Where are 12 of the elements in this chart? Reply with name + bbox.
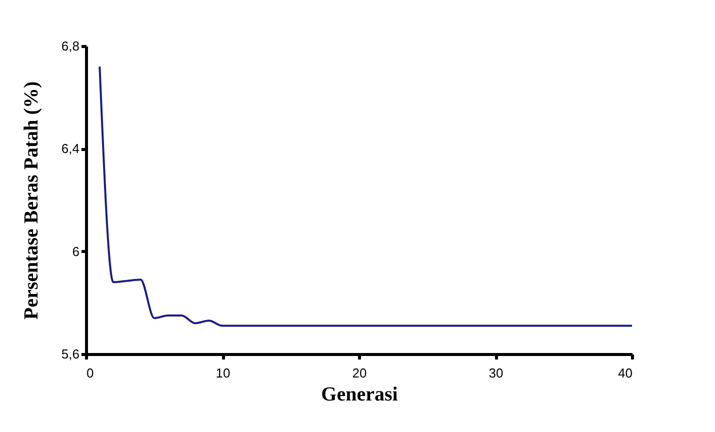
line-series bbox=[98, 66, 633, 327]
x-axis-title: Generasi bbox=[321, 384, 398, 406]
y-tick-label: 5,6 bbox=[61, 346, 80, 362]
x-tick-label: 20 bbox=[352, 366, 367, 380]
x-tick-label: 10 bbox=[216, 366, 230, 380]
x-tick-label: 0 bbox=[86, 366, 94, 380]
y-tick-label: 6,4 bbox=[61, 141, 80, 156]
y-tick-label: 6 bbox=[72, 244, 80, 259]
y-tick-label: 6,8 bbox=[61, 38, 80, 54]
x-tick-label: 30 bbox=[488, 366, 504, 380]
x-tick-label: 40 bbox=[618, 366, 632, 380]
y-axis-title: Persentase Beras Patah (%) bbox=[20, 81, 42, 320]
